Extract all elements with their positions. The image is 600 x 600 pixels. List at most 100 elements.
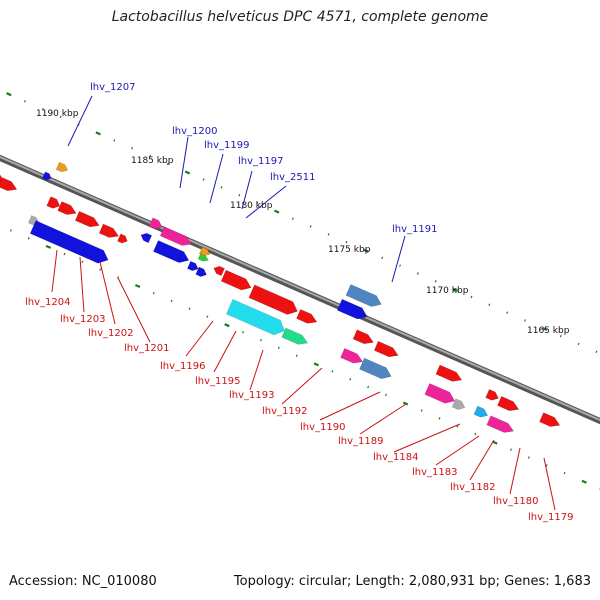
gene-arrow	[195, 266, 207, 277]
lower-scale-tick	[402, 401, 409, 406]
callout-line	[245, 185, 287, 219]
gene-arrow	[473, 405, 489, 418]
gene-label-upper: lhv_2511	[270, 172, 315, 183]
gene-label-lower: lhv_1195	[195, 376, 240, 387]
gene-label-lower: lhv_1189	[338, 436, 383, 447]
scale-label: 1170 kbp	[426, 286, 469, 296]
lower-scale-tick	[134, 284, 141, 289]
callout-line	[359, 403, 407, 435]
callout-line	[185, 320, 214, 357]
callout-line	[319, 391, 381, 421]
callout-line	[209, 153, 224, 204]
gene-arrow	[55, 161, 69, 173]
genome-summary-text: Topology: circular; Length: 2,080,931 bp…	[233, 574, 591, 589]
gene-arrow	[29, 220, 109, 264]
gene-arrow	[159, 226, 192, 246]
gene-arrow	[352, 329, 374, 345]
gene-label-lower: lhv_1192	[262, 406, 307, 417]
callout-line	[117, 277, 151, 343]
gene-arrow	[140, 232, 153, 244]
callout-line	[469, 439, 495, 481]
map-title: Lactobacillus helveticus DPC 4571, compl…	[111, 9, 489, 25]
callout-line	[249, 349, 264, 391]
gene-label-upper: lhv_1200	[172, 126, 217, 137]
gene-arrow	[248, 284, 298, 315]
gene-label-lower: lhv_1204	[25, 297, 70, 308]
genome-backbone-highlight	[0, 155, 600, 422]
gene-label-lower: lhv_1179	[528, 512, 573, 523]
upper-scale-tick	[452, 287, 459, 292]
lower-scale-tick	[45, 244, 52, 249]
gene-label-upper: lhv_1197	[238, 156, 283, 167]
gene-arrow	[57, 201, 77, 215]
gene-arrow	[197, 253, 209, 262]
gene-arrow	[281, 327, 309, 345]
gene-label-lower: lhv_1202	[88, 328, 133, 339]
upper-scale-tick	[274, 209, 280, 214]
gene-label-lower: lhv_1193	[229, 390, 274, 401]
gene-arrow	[373, 340, 399, 358]
gene-arrow	[74, 210, 100, 228]
scale-label: 1175 kbp	[328, 245, 371, 255]
gene-arrow	[46, 196, 61, 209]
callout-line	[393, 423, 461, 453]
gene-arrow	[187, 260, 199, 272]
scale-label: 1165 kbp	[527, 326, 570, 336]
gene-arrow	[336, 298, 368, 320]
gene-arrow	[486, 415, 514, 433]
gene-label-upper: lhv_1199	[204, 140, 249, 151]
gene-arrow	[359, 357, 392, 379]
callout-line	[179, 136, 189, 189]
gene-label-lower: lhv_1184	[373, 452, 418, 463]
gene-arrow	[199, 246, 211, 257]
gene-arrow	[226, 299, 285, 336]
gene-arrow	[424, 383, 456, 404]
scale-label: 1185 kbp	[131, 156, 174, 166]
gene-label-lower: lhv_1180	[493, 496, 538, 507]
upper-scale-tick	[95, 131, 101, 136]
gene-arrow	[539, 412, 561, 427]
scale-label: 1180 kbp	[230, 201, 273, 211]
gene-label-lower: lhv_1203	[60, 314, 105, 325]
lower-scale-tick	[581, 479, 587, 484]
upper-scale-tick	[541, 327, 548, 332]
gene-arrow	[117, 233, 128, 244]
gene-label-lower: lhv_1183	[412, 467, 457, 478]
gene-label-upper: lhv_1191	[392, 224, 437, 235]
upper-scale-tick	[363, 248, 369, 253]
gene-label-lower: lhv_1196	[160, 361, 205, 372]
gene-label-lower: lhv_1201	[124, 343, 169, 354]
genome-map: 1190 kbp 1185 kbp 1180 kbp 1175 kbp 1170 kbp…	[0, 82, 600, 523]
accession-text: Accession: NC_010080	[9, 574, 157, 589]
gene-arrow	[42, 171, 52, 181]
callout-line	[99, 261, 116, 325]
gene-arrow	[296, 309, 318, 324]
lower-scale-tick	[224, 323, 230, 328]
callout-line	[241, 170, 253, 210]
callout-line	[509, 447, 521, 495]
gene-label-lower: lhv_1190	[300, 422, 345, 433]
gene-arrow	[451, 398, 466, 410]
gene-arrow	[345, 284, 382, 307]
gene-label-upper: lhv_1207	[90, 82, 135, 93]
callout-line	[543, 457, 556, 511]
gene-arrow	[340, 348, 364, 364]
gene-arrow	[98, 223, 120, 238]
upper-scale-tick	[6, 92, 12, 97]
callout-line	[67, 95, 93, 147]
gene-arrow	[497, 396, 520, 412]
callout-line	[435, 435, 480, 466]
callout-line	[391, 235, 406, 283]
lower-scale-tick	[313, 362, 320, 367]
scale-label: 1190 kbp	[36, 109, 79, 119]
callout-line	[281, 367, 323, 405]
gene-label-lower: lhv_1182	[450, 482, 495, 493]
gene-arrow	[435, 364, 463, 382]
gene-arrow	[213, 265, 225, 277]
gene-arrow	[153, 240, 190, 263]
callout-line	[51, 249, 58, 293]
upper-scale-tick	[184, 170, 191, 175]
gene-arrow	[0, 177, 18, 192]
gene-arrow	[220, 269, 252, 291]
gene-arrow	[148, 217, 163, 230]
